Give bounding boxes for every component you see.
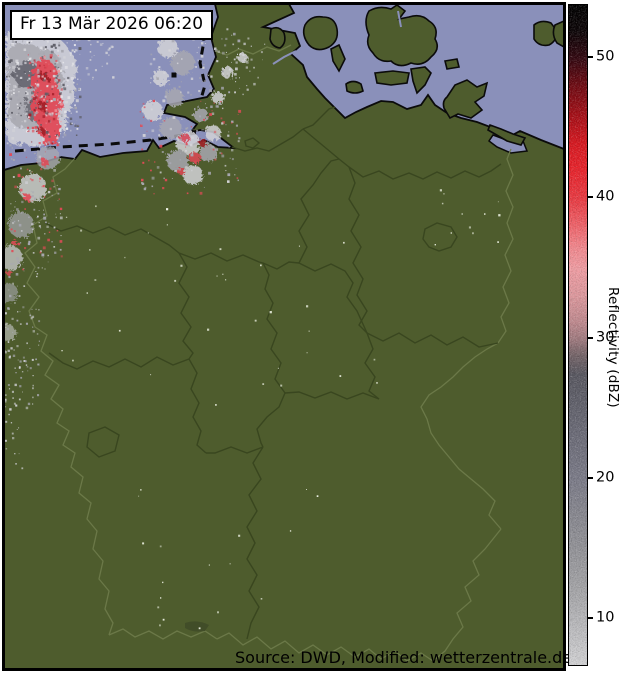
island-als [269, 26, 286, 49]
schlei-fjord [272, 50, 297, 65]
islands [269, 4, 564, 146]
colorbar [568, 4, 588, 666]
island-fyn [302, 15, 339, 51]
island-moen [444, 58, 460, 70]
tick-mark [588, 617, 593, 619]
tick-label: 30 [596, 329, 615, 346]
radar-map: Fr 13 Mär 2026 06:20 Source: DWD, Modifi… [2, 2, 572, 671]
tick-mark [588, 196, 593, 198]
state-borders [44, 106, 502, 640]
saarland-border [86, 426, 120, 458]
border-austria [216, 528, 502, 662]
sweden-coast [552, 20, 564, 48]
foreign-borders [24, 44, 514, 662]
island-usedom [486, 123, 527, 146]
radar-echoes [4, 27, 501, 630]
border-czech [420, 342, 502, 530]
east-frisian-islands [14, 131, 197, 153]
berlin-border [422, 222, 458, 252]
island-langeland [330, 43, 346, 73]
border-west [24, 157, 114, 636]
colorbar-axis-label: Reflectivity (dBZ) [605, 287, 621, 408]
island-ruegen [442, 79, 489, 120]
island-falster [410, 66, 432, 95]
map-frame-line [4, 4, 564, 669]
island-lolland [374, 70, 410, 86]
tick-mark [588, 337, 593, 339]
border-poland [497, 148, 514, 344]
colorbar-dither-overlay [569, 5, 587, 665]
hamburg-border [244, 137, 261, 149]
lake-constance [185, 621, 209, 632]
helgoland-island [171, 72, 177, 78]
island-zealand [365, 4, 439, 67]
border-denmark [214, 44, 292, 56]
tick-label: 20 [596, 469, 615, 486]
timestamp-text: Fr 13 Mär 2026 06:20 [20, 14, 204, 34]
isefjord [397, 10, 402, 28]
fjords [272, 10, 402, 65]
source-attribution: Source: DWD, Modified: wetterzentrale.de [235, 648, 573, 667]
tick-label: 50 [596, 48, 615, 65]
tick-mark [588, 56, 593, 58]
germany-map-svg [4, 4, 564, 669]
tick-mark [588, 477, 593, 479]
radar-speckles [4, 27, 501, 630]
timestamp-box: Fr 13 Mär 2026 06:20 [10, 10, 214, 41]
tick-label: 10 [596, 609, 615, 626]
border-switzerland [108, 628, 218, 640]
island-fehmarn [345, 80, 364, 94]
tick-label: 40 [596, 188, 615, 205]
